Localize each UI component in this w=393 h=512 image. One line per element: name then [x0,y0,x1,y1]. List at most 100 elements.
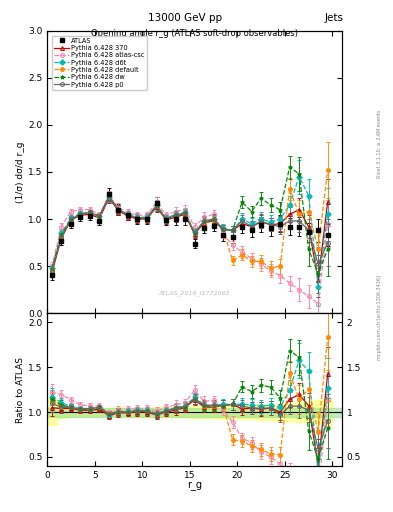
Pythia 6.428 default [154,203,159,209]
Pythia 6.428 dw [59,232,64,238]
ATLAS [126,212,130,218]
ATLAS [316,227,321,233]
ATLAS [259,222,263,228]
Pythia 6.428 d6t [97,213,102,219]
Pythia 6.428 d6t [135,214,140,220]
Pythia 6.428 atlas-csc [249,255,254,262]
ATLAS [221,232,226,238]
Pythia 6.428 d6t [259,216,263,222]
Legend: ATLAS, Pythia 6.428 370, Pythia 6.428 atlas-csc, Pythia 6.428 d6t, Pythia 6.428 : ATLAS, Pythia 6.428 370, Pythia 6.428 at… [52,35,147,90]
Pythia 6.428 default [268,265,273,271]
Pythia 6.428 370 [192,231,197,237]
ATLAS [240,224,244,230]
Pythia 6.428 dw [145,215,149,221]
Text: mcplots.cern.ch [arXiv:1306.3436]: mcplots.cern.ch [arXiv:1306.3436] [377,275,382,360]
Pythia 6.428 dw [50,266,54,272]
ATLAS [287,224,292,230]
Pythia 6.428 d6t [240,216,244,222]
Pythia 6.428 default [78,211,83,218]
Pythia 6.428 370 [50,270,54,276]
Pythia 6.428 370 [126,213,130,219]
Pythia 6.428 default [68,216,73,222]
Pythia 6.428 370 [107,195,111,201]
Pythia 6.428 370 [325,199,330,205]
Pythia 6.428 atlas-csc [240,249,244,255]
Line: Pythia 6.428 370: Pythia 6.428 370 [50,197,330,282]
Pythia 6.428 dw [316,271,321,277]
Pythia 6.428 dw [68,216,73,222]
Pythia 6.428 370 [173,214,178,220]
Pythia 6.428 d6t [249,221,254,227]
Line: Pythia 6.428 p0: Pythia 6.428 p0 [50,195,330,273]
Pythia 6.428 default [278,263,283,269]
Pythia 6.428 atlas-csc [145,212,149,218]
Pythia 6.428 default [173,212,178,218]
Pythia 6.428 dw [259,195,263,201]
Pythia 6.428 default [97,213,102,219]
Pythia 6.428 d6t [173,211,178,218]
ATLAS [78,214,83,220]
ATLAS [306,229,311,236]
Pythia 6.428 dw [183,210,187,217]
Pythia 6.428 default [107,194,111,200]
Pythia 6.428 default [183,210,187,217]
ATLAS [202,224,206,230]
Pythia 6.428 p0 [145,215,149,221]
Pythia 6.428 atlas-csc [78,206,83,212]
Pythia 6.428 atlas-csc [183,206,187,212]
Pythia 6.428 p0 [268,222,273,228]
Pythia 6.428 dw [107,194,111,200]
Line: Pythia 6.428 d6t: Pythia 6.428 d6t [50,175,330,289]
Pythia 6.428 p0 [325,240,330,246]
Pythia 6.428 370 [59,235,64,241]
Pythia 6.428 atlas-csc [107,193,111,199]
Pythia 6.428 p0 [306,227,311,233]
Text: Rivet 3.1.10; ≥ 2.6M events: Rivet 3.1.10; ≥ 2.6M events [377,109,382,178]
Line: Pythia 6.428 default: Pythia 6.428 default [50,168,330,272]
Pythia 6.428 dw [230,227,235,233]
Pythia 6.428 p0 [192,230,197,236]
ATLAS [116,206,121,212]
Pythia 6.428 atlas-csc [116,205,121,211]
Pythia 6.428 atlas-csc [306,293,311,300]
Pythia 6.428 370 [97,215,102,221]
Pythia 6.428 p0 [230,227,235,233]
ATLAS [268,225,273,231]
Text: ATLAS_2019_I1772062: ATLAS_2019_I1772062 [159,291,230,296]
Pythia 6.428 p0 [183,210,187,217]
Pythia 6.428 p0 [116,206,121,212]
Pythia 6.428 atlas-csc [50,263,54,269]
ATLAS [211,223,216,229]
Pythia 6.428 atlas-csc [97,211,102,218]
Pythia 6.428 370 [306,224,311,230]
ATLAS [183,216,187,222]
Pythia 6.428 dw [97,213,102,219]
Y-axis label: (1/σ) dσ/d r_g: (1/σ) dσ/d r_g [16,141,25,203]
Pythia 6.428 370 [202,220,206,226]
Line: Pythia 6.428 dw: Pythia 6.428 dw [50,165,330,275]
Pythia 6.428 dw [116,206,121,212]
Pythia 6.428 d6t [297,174,301,180]
Pythia 6.428 atlas-csc [68,208,73,215]
Pythia 6.428 p0 [202,218,206,224]
Pythia 6.428 370 [163,217,168,223]
Pythia 6.428 p0 [88,209,92,216]
Pythia 6.428 default [192,230,197,236]
Pythia 6.428 default [287,186,292,192]
Pythia 6.428 atlas-csc [297,287,301,293]
Pythia 6.428 d6t [68,215,73,221]
Pythia 6.428 d6t [287,202,292,208]
Pythia 6.428 d6t [183,209,187,216]
Pythia 6.428 p0 [107,194,111,200]
Pythia 6.428 d6t [221,225,226,231]
ATLAS [163,217,168,223]
Pythia 6.428 p0 [68,216,73,222]
Pythia 6.428 default [221,226,226,232]
Pythia 6.428 atlas-csc [268,268,273,274]
Text: Jets: Jets [325,13,344,23]
Pythia 6.428 dw [268,202,273,208]
Pythia 6.428 d6t [126,211,130,218]
Pythia 6.428 default [325,167,330,173]
Pythia 6.428 p0 [135,215,140,221]
Pythia 6.428 default [50,267,54,273]
